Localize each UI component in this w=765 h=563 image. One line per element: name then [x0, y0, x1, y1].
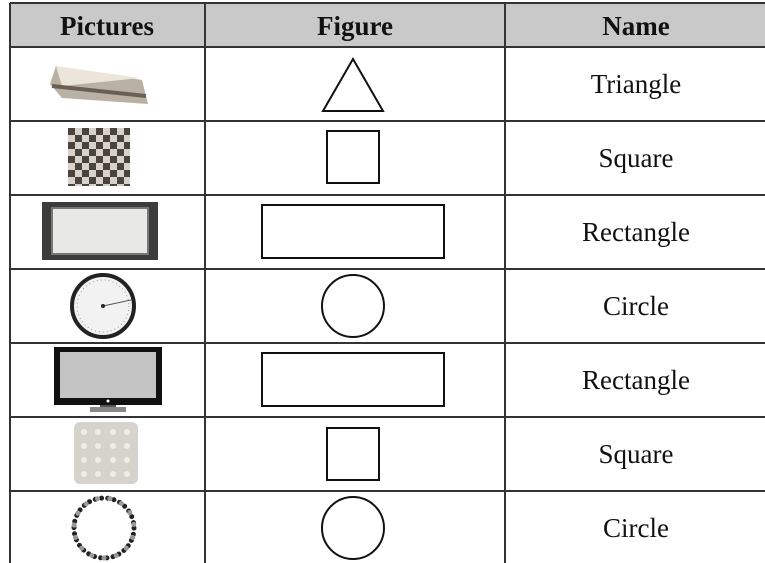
biscuit-picture	[74, 422, 138, 484]
header-cell: Name	[602, 11, 669, 41]
name-cell: Square	[599, 143, 674, 173]
header-cell: Figure	[317, 11, 393, 41]
tv-picture	[42, 202, 158, 260]
name-cell: Rectangle	[582, 365, 690, 395]
checkerboard-picture	[68, 128, 130, 186]
circle-figure	[321, 274, 385, 338]
monitor-picture	[54, 347, 162, 412]
name-cell: Circle	[603, 513, 669, 543]
clock-picture	[70, 273, 136, 339]
table-grid	[9, 2, 765, 563]
header-background	[10, 3, 765, 47]
name-cell: Triangle	[591, 69, 682, 99]
triangle-figure	[321, 56, 385, 112]
square-figure	[326, 427, 380, 481]
name-cell: Circle	[603, 291, 669, 321]
header-cell: Pictures	[60, 11, 154, 41]
name-cell: Square	[599, 439, 674, 469]
rectangle-figure	[261, 204, 445, 259]
pictures	[42, 66, 162, 561]
sandwich-picture	[50, 66, 148, 104]
beads-picture	[71, 495, 137, 561]
rectangle-figure	[261, 352, 445, 407]
name-cell: Rectangle	[582, 217, 690, 247]
figures	[261, 56, 445, 560]
square-figure	[326, 130, 380, 184]
circle-figure	[321, 496, 385, 560]
